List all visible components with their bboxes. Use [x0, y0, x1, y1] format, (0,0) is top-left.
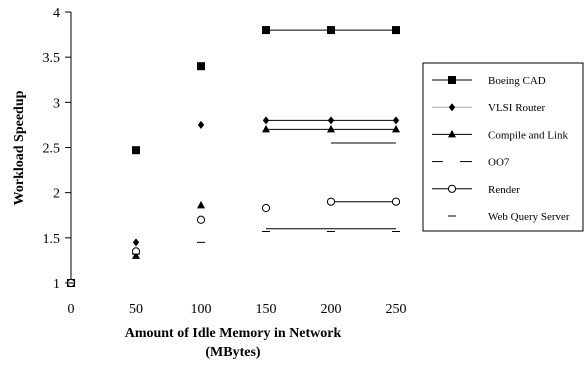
legend-label: OO7 — [488, 157, 510, 169]
legend-box — [422, 62, 584, 232]
x-tick-label: 0 — [68, 302, 75, 317]
y-tick-label: 4 — [53, 6, 60, 21]
series-boeing-cad — [67, 26, 400, 287]
data-point — [392, 116, 400, 125]
x-axis-label-line-2: (MBytes) — [205, 345, 261, 360]
data-point — [197, 200, 205, 209]
data-point — [262, 116, 270, 125]
data-point — [327, 116, 335, 125]
data-point — [262, 124, 270, 133]
legend-marker — [448, 103, 456, 112]
y-tick-label: 1.5 — [43, 232, 61, 247]
series-render — [66, 197, 401, 288]
legend-item-oo7: OO7 — [432, 157, 510, 169]
x-tick-label: 200 — [321, 302, 342, 317]
series-web-query-server — [67, 228, 400, 284]
data-point — [196, 215, 206, 224]
legend-item-boeing-cad: Boeing CAD — [432, 75, 546, 87]
y-tick-label: 2 — [53, 187, 60, 202]
y-tick-label: 3.5 — [43, 51, 61, 66]
x-tick-label: 250 — [386, 302, 407, 317]
y-tick-label: 3 — [53, 96, 60, 111]
legend-label: Compile and Link — [488, 129, 569, 141]
data-point — [327, 26, 335, 35]
y-axis-label: Workload Speedup — [12, 90, 27, 205]
legend-label: Web Query Server — [488, 211, 570, 223]
x-ticks: 0 50 100 150 200 250 — [68, 302, 407, 317]
data-point — [391, 197, 401, 206]
x-tick-label: 100 — [191, 302, 212, 317]
data-point — [392, 26, 400, 35]
legend-label: VLSI Router — [488, 102, 545, 114]
x-tick-label: 150 — [256, 302, 277, 317]
legend-marker — [448, 76, 456, 84]
data-point — [132, 238, 140, 247]
data-point — [392, 124, 400, 133]
data-point — [326, 197, 336, 206]
data-point — [197, 62, 205, 71]
data-point — [132, 146, 140, 155]
data-point — [261, 203, 271, 213]
legend-item-render: Render — [432, 184, 520, 196]
legend-item-compile-and-link: Compile and Link — [432, 129, 569, 141]
data-point — [262, 26, 270, 35]
y-tick-label: 1 — [53, 277, 60, 292]
plot-area — [66, 26, 401, 288]
data-point — [327, 124, 335, 133]
y-tick-label: 2.5 — [43, 142, 61, 157]
x-axis-label-line-1: Amount of Idle Memory in Network — [125, 326, 342, 341]
legend-item-web-query-server: Web Query Server — [448, 211, 570, 223]
legend-marker — [448, 129, 456, 138]
data-point — [197, 120, 205, 129]
y-ticks: 1 1.5 2 2.5 3 3.5 4 — [43, 6, 71, 292]
legend-label: Render — [488, 184, 520, 196]
series-compile-and-link — [67, 124, 400, 286]
legend-marker — [447, 184, 457, 193]
legend-label: Boeing CAD — [488, 75, 546, 87]
legend-item-vlsi-router: VLSI Router — [432, 102, 545, 114]
x-tick-label: 50 — [129, 302, 143, 317]
data-point — [131, 247, 141, 256]
legend: Boeing CAD VLSI Router Compile and Link OO7… — [422, 62, 584, 232]
